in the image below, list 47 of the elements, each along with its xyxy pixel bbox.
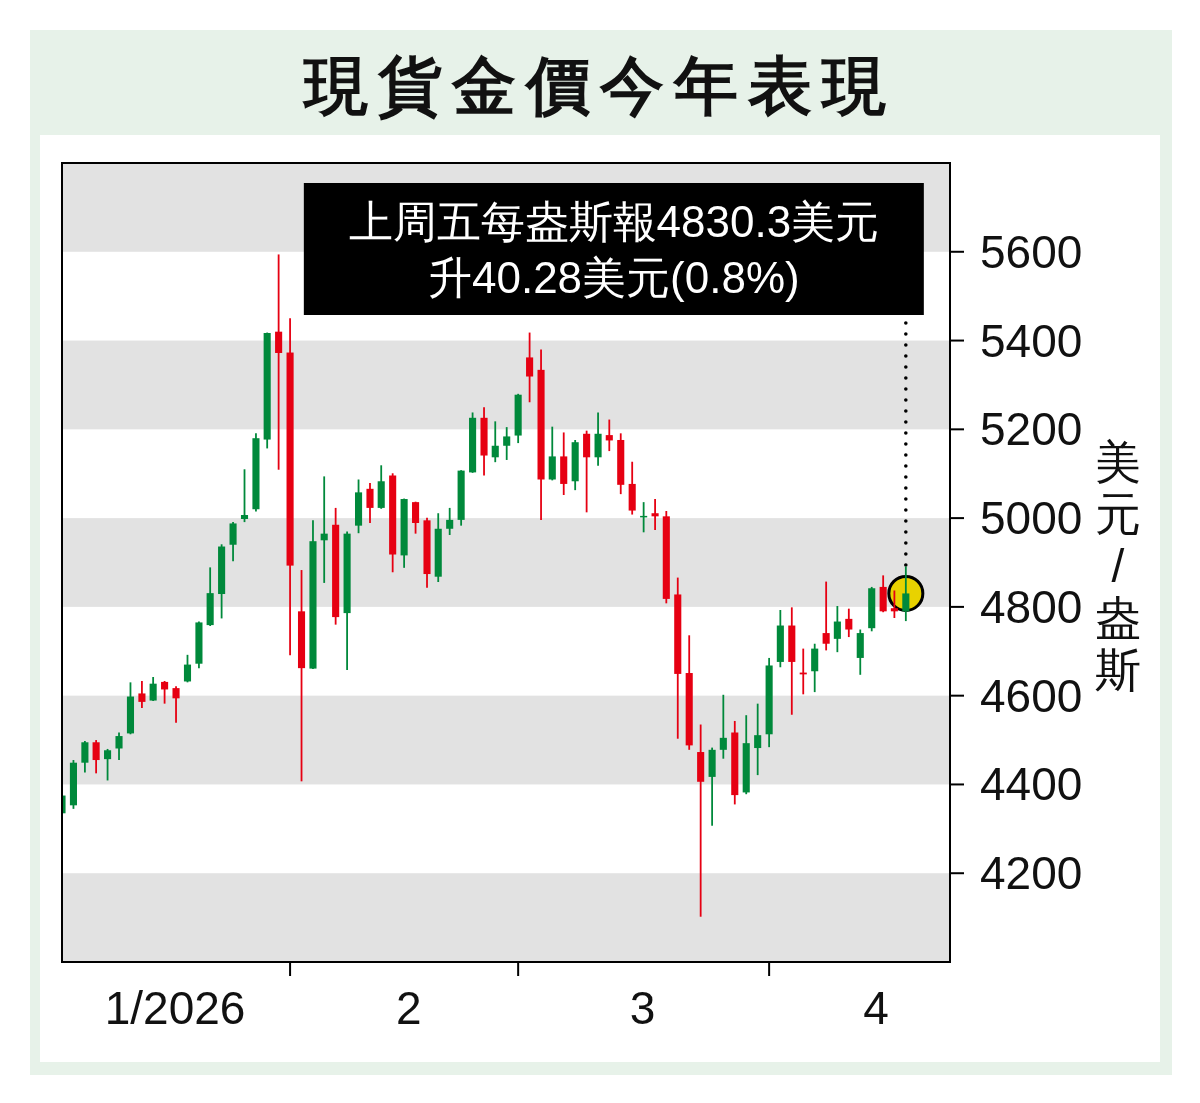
candlestick bbox=[811, 642, 819, 694]
x-tick-label: 3 bbox=[629, 982, 656, 1034]
candlestick bbox=[594, 411, 602, 467]
candlestick bbox=[583, 429, 591, 514]
candlestick bbox=[548, 425, 556, 482]
x-tick-label: 2 bbox=[395, 982, 422, 1034]
y-tick-label: 4200 bbox=[980, 847, 1083, 900]
candlestick bbox=[104, 748, 112, 782]
candlestick bbox=[275, 253, 283, 471]
x-tick-label: 1/2026 bbox=[104, 982, 246, 1034]
candlestick bbox=[754, 702, 762, 777]
y-tick-label: 5600 bbox=[980, 225, 1083, 278]
annotation: 上周五每盎斯報4830.3美元 升40.28美元(0.8%) bbox=[303, 183, 924, 315]
candlestick bbox=[719, 693, 727, 760]
y-tick-label: 4600 bbox=[980, 669, 1083, 722]
y-tick-label: 4800 bbox=[980, 580, 1083, 633]
candlestick bbox=[822, 580, 830, 652]
candlestick bbox=[149, 676, 157, 702]
candlestick bbox=[183, 653, 192, 684]
x-tick-label: 4 bbox=[863, 982, 889, 1034]
candlestick bbox=[172, 685, 180, 724]
candlestick bbox=[161, 680, 169, 705]
chart-title: 現貨金價今年表現 bbox=[302, 50, 896, 122]
y-tick-label: 5400 bbox=[980, 314, 1083, 367]
candlestick bbox=[833, 605, 841, 654]
candlestick bbox=[81, 740, 89, 774]
candlestick bbox=[92, 739, 100, 775]
candlestick bbox=[605, 418, 613, 452]
candlestick bbox=[138, 680, 146, 709]
candlestick bbox=[115, 731, 123, 761]
candlestick bbox=[446, 507, 454, 536]
candlestick bbox=[526, 331, 534, 404]
y-tick-label: 4400 bbox=[980, 758, 1083, 811]
candlestick bbox=[651, 498, 659, 531]
candlestick bbox=[229, 521, 237, 563]
annotation: 升40.28美元(0.8%) bbox=[427, 253, 800, 302]
candlestick bbox=[845, 607, 853, 638]
candlestick bbox=[240, 468, 249, 524]
y-tick-label: 5200 bbox=[980, 403, 1083, 456]
candlestick bbox=[412, 500, 420, 535]
annotation: 上周五每盎斯報4830.3美元 bbox=[348, 197, 880, 246]
y-tick-label: 5000 bbox=[980, 492, 1083, 545]
y-axis-title: 美元/盎斯 bbox=[1095, 436, 1141, 696]
candlestick bbox=[491, 420, 499, 464]
candlestick bbox=[890, 589, 898, 619]
candlestick bbox=[366, 482, 374, 524]
candlestick bbox=[503, 426, 511, 461]
